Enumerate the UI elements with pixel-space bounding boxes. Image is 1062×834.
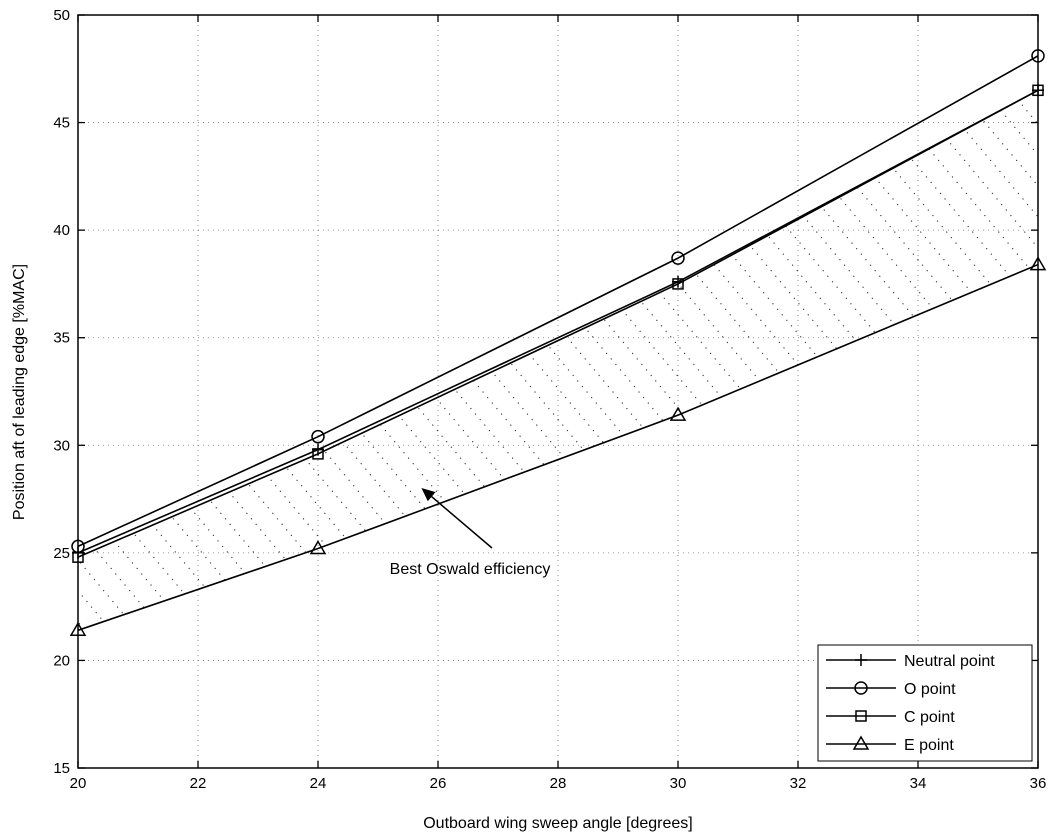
x-tick-label: 28 <box>550 775 567 792</box>
data-point <box>671 251 685 265</box>
data-point <box>669 406 687 421</box>
legend-marker <box>852 735 870 750</box>
legend-label: Neutral point <box>904 653 995 670</box>
y-tick-label: 40 <box>53 222 70 239</box>
legend-label: E point <box>904 737 954 754</box>
series-line <box>77 89 1039 554</box>
y-tick-label: 15 <box>53 760 70 777</box>
x-tick-label: 20 <box>70 775 87 792</box>
legend: Neutral point O point C point E point <box>817 644 1033 762</box>
x-tick-label: 30 <box>670 775 687 792</box>
x-tick-label: 36 <box>1030 775 1047 792</box>
annotation-text: Best Oswald efficiency <box>390 561 551 578</box>
grid <box>78 15 1038 768</box>
data-point <box>311 429 325 444</box>
x-tick-label: 24 <box>310 775 327 792</box>
data-point <box>672 278 684 290</box>
legend-label: C point <box>904 709 955 726</box>
data-point <box>312 448 324 460</box>
y-tick-label: 35 <box>53 330 70 347</box>
x-tick-label: 22 <box>190 775 207 792</box>
legend-marker <box>855 710 867 722</box>
y-tick-label: 30 <box>53 437 70 454</box>
hatch-line <box>1037 90 1038 631</box>
y-tick-label: 50 <box>53 7 70 24</box>
series-line <box>77 55 1039 548</box>
legend-marker <box>854 681 868 695</box>
x-axis-title: Outboard wing sweep angle [degrees] <box>423 815 693 832</box>
data-point <box>309 540 327 555</box>
annotation-arrow <box>421 487 493 549</box>
legend-label: O point <box>904 681 956 698</box>
annotation: Best Oswald efficiency <box>390 487 551 578</box>
series-lines <box>69 49 1047 637</box>
x-tick-label: 32 <box>790 775 807 792</box>
legend-marker <box>855 654 867 666</box>
series-line <box>77 89 1039 558</box>
y-tick-label: 25 <box>53 545 70 562</box>
y-axis-title: Position aft of leading edge [%MAC] <box>11 264 28 520</box>
series-line <box>77 263 1039 632</box>
y-tick-label: 45 <box>53 115 70 132</box>
x-tick-label: 26 <box>430 775 447 792</box>
legend-box <box>817 644 1033 762</box>
y-tick-label: 20 <box>53 652 70 669</box>
x-tick-label: 34 <box>910 775 927 792</box>
